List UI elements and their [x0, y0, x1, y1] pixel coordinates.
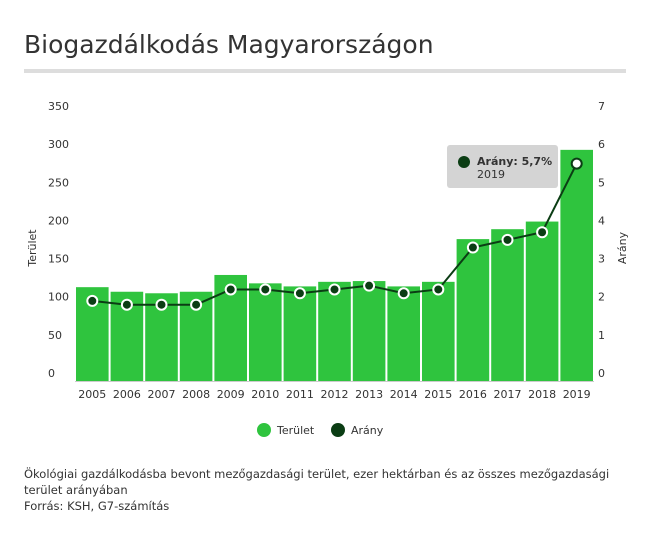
y-tick-label: 300 [48, 138, 69, 151]
bar-2011 [283, 286, 317, 381]
x-tick-label: 2009 [217, 388, 245, 401]
point-2019 [570, 157, 583, 170]
legend-arany-icon [331, 423, 345, 437]
point-2018 [536, 226, 549, 239]
y-tick-label: 250 [48, 176, 69, 189]
legend-terulet-icon [257, 423, 271, 437]
bar-2017 [491, 229, 524, 381]
y-tick-label: 350 [48, 100, 69, 113]
bar-2015 [422, 281, 455, 381]
chart-description: Ökológiai gazdálkodásba bevont mezőgazda… [24, 467, 610, 497]
x-tick-label: 2017 [494, 388, 522, 401]
chart: 0 50 100 150 200 250 300 350 0 1 2 3 4 5 6 7 Terület Arán… [26, 100, 629, 437]
y2-axis-label: Arány [616, 231, 629, 264]
legend-arany: Arány [351, 424, 384, 437]
x-tick-label: 2018 [528, 388, 556, 401]
y-tick-label: 150 [48, 253, 69, 266]
tooltip-marker-icon [458, 156, 470, 168]
chart-note: Ökológiai gazdálkodásba bevont mezőgazda… [24, 466, 624, 514]
x-tick-label: 2007 [148, 388, 176, 401]
y2-tick-label: 2 [598, 291, 605, 304]
bar-2010 [249, 283, 282, 381]
y2-tick-label: 6 [598, 138, 605, 151]
point-2005 [86, 294, 99, 307]
x-tick-label: 2013 [355, 388, 383, 401]
x-tick-label: 2011 [286, 388, 314, 401]
bar-2016 [456, 239, 490, 381]
x-tick-label: 2008 [182, 388, 210, 401]
point-2008 [190, 298, 203, 311]
y-tick-label: 100 [48, 291, 69, 304]
point-2007 [155, 298, 168, 311]
y-tick-label: 200 [48, 214, 69, 227]
point-2010 [259, 283, 272, 296]
tooltip-year: 2019 [477, 168, 505, 181]
y-tick-label: 0 [48, 367, 55, 380]
x-tick-label: 2012 [321, 388, 349, 401]
y2-tick-label: 5 [598, 176, 605, 189]
x-tick-label: 2010 [251, 388, 279, 401]
point-2017 [501, 233, 514, 246]
x-tick-label: 2016 [459, 388, 487, 401]
point-2006 [120, 298, 133, 311]
bar-2019 [560, 149, 593, 381]
y2-tick-label: 4 [598, 214, 605, 227]
y2-tick-label: 7 [598, 100, 605, 113]
tooltip-label: Arány: 5,7% [477, 155, 552, 168]
y2-tick-label: 3 [598, 253, 605, 266]
y-tick-label: 50 [48, 329, 62, 342]
legend-terulet: Terület [276, 424, 315, 437]
y2-tick-label: 1 [598, 329, 605, 342]
bar-2018 [525, 221, 559, 381]
x-tick-label: 2014 [390, 388, 418, 401]
title-divider [24, 69, 626, 73]
point-2009 [224, 283, 237, 296]
bar-2013 [352, 281, 386, 381]
x-tick-label: 2015 [424, 388, 452, 401]
x-tick-label: 2019 [563, 388, 591, 401]
chart-source: Forrás: KSH, G7-számítás [24, 499, 170, 513]
page-title: Biogazdálkodás Magyarországon [24, 30, 434, 59]
x-tick-label: 2005 [78, 388, 106, 401]
tooltip-box [447, 145, 558, 188]
x-tick-label: 2006 [113, 388, 141, 401]
point-2016 [466, 241, 479, 254]
bar-2014 [387, 286, 420, 381]
point-2015 [432, 283, 445, 296]
y2-tick-label: 0 [598, 367, 605, 380]
point-2013 [363, 279, 376, 292]
point-2012 [328, 283, 341, 296]
point-2011 [293, 287, 306, 300]
y-axis-label: Terület [26, 229, 39, 268]
point-2014 [397, 287, 410, 300]
bar-2012 [318, 281, 351, 381]
